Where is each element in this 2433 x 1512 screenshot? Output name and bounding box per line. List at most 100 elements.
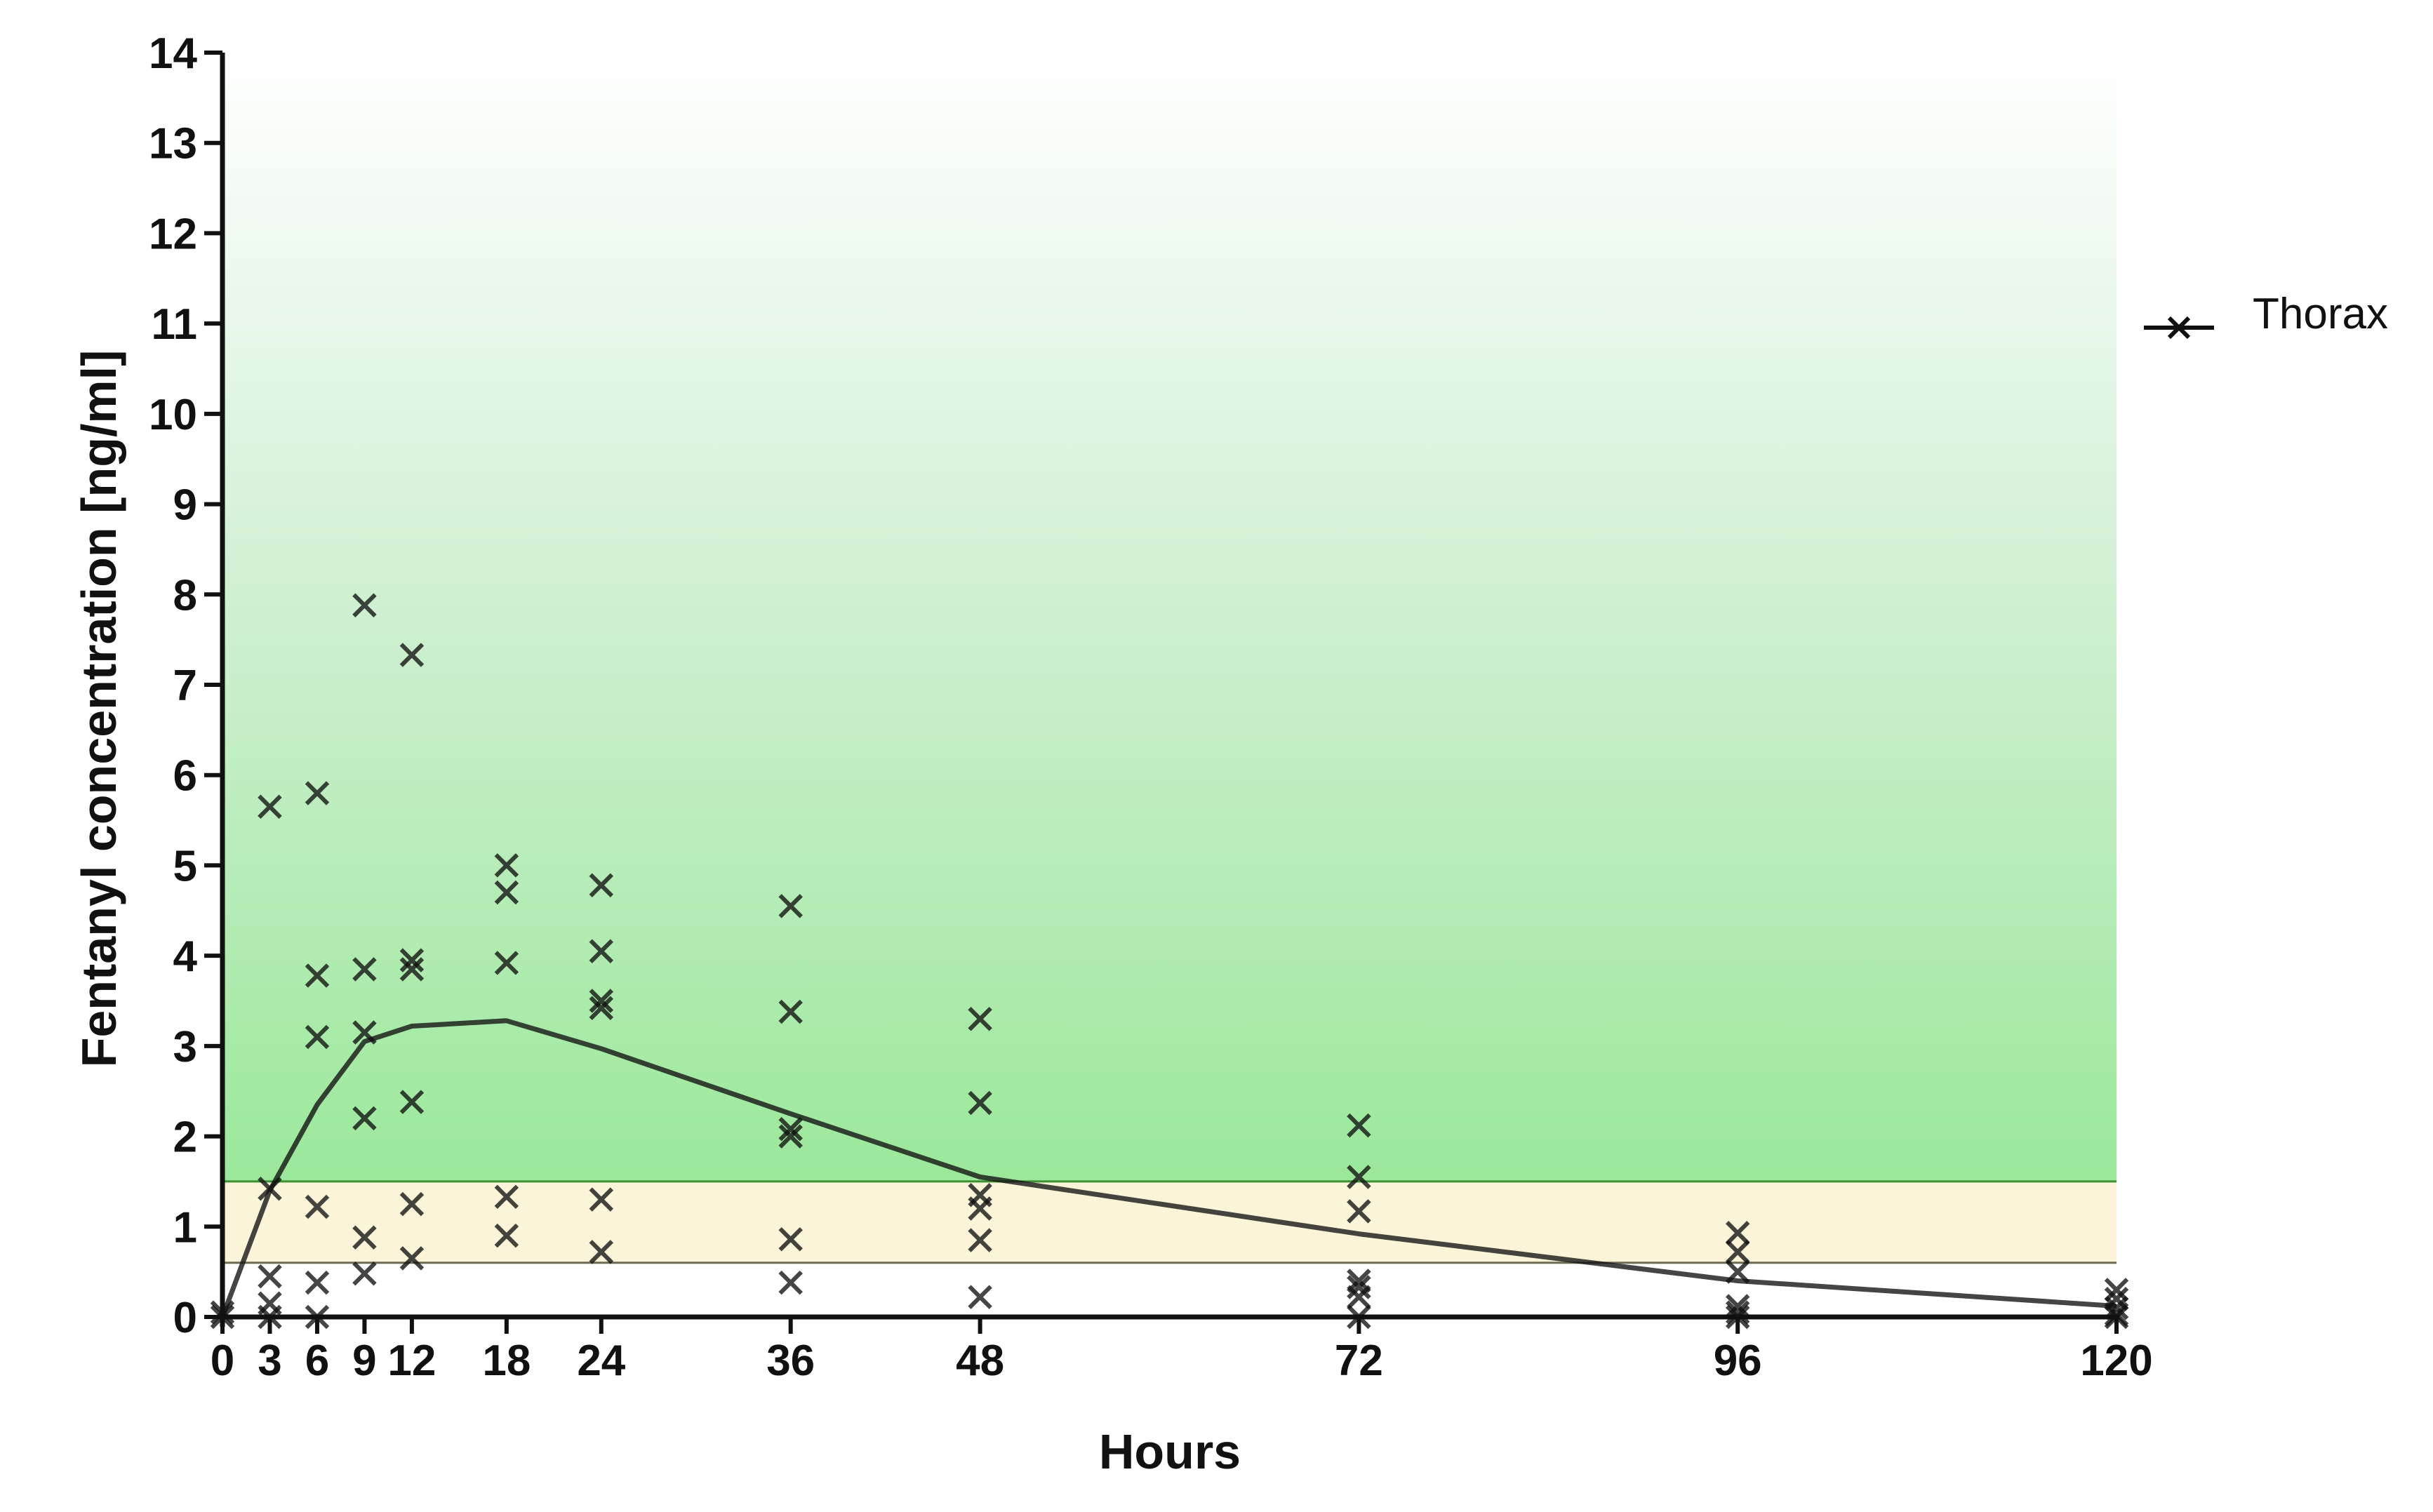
x-tick-label-18: 18 (482, 1337, 531, 1385)
data-point-0-42 (968, 1006, 992, 1031)
data-point-0-0 (210, 1300, 235, 1325)
data-point-0-7 (305, 781, 330, 805)
data-point-0-19 (399, 643, 425, 667)
data-point-0-49 (1347, 1165, 1371, 1189)
data-point-0-39 (778, 1124, 803, 1149)
data-point-0-35 (589, 1240, 614, 1264)
data-point-0-63 (2104, 1295, 2129, 1320)
x-tick-label-96: 96 (1714, 1337, 1762, 1385)
data-point-0-33 (589, 996, 614, 1021)
data-point-0-53 (1347, 1285, 1371, 1309)
data-point-0-16 (352, 1106, 377, 1131)
y-tick-label-11: 11 (151, 300, 197, 349)
x-tick-label-0: 0 (211, 1337, 234, 1385)
data-point-0-17 (352, 1225, 377, 1250)
y-tick-label-8: 8 (173, 571, 197, 620)
data-point-0-22 (399, 1090, 425, 1114)
data-point-0-40 (778, 1227, 803, 1252)
y-tick-label-5: 5 (173, 842, 197, 890)
data-point-0-6 (258, 1304, 282, 1330)
data-point-0-12 (305, 1304, 330, 1330)
data-point-0-61 (2104, 1278, 2129, 1302)
data-point-0-29 (494, 1223, 519, 1248)
x-axis-title: Hours (1099, 1424, 1241, 1479)
data-point-0-32 (589, 989, 614, 1013)
data-point-0-8 (305, 963, 330, 988)
data-point-0-59 (1725, 1300, 1750, 1325)
data-point-0-50 (1347, 1199, 1371, 1224)
data-point-0-9 (305, 1024, 330, 1050)
data-point-0-54 (1347, 1304, 1371, 1330)
x-tick-label-48: 48 (956, 1337, 1004, 1385)
data-point-0-24 (399, 1246, 425, 1271)
data-point-0-57 (1725, 1259, 1750, 1284)
y-tick-label-12: 12 (149, 210, 197, 258)
x-tick-label-9: 9 (352, 1337, 376, 1385)
data-point-0-55 (1725, 1221, 1750, 1245)
legend-label-thorax: Thorax (2253, 290, 2388, 338)
data-point-0-15 (352, 1020, 377, 1045)
data-point-0-20 (399, 948, 425, 972)
data-point-0-48 (1347, 1113, 1371, 1138)
band-0 (222, 1181, 2117, 1263)
series-lines (220, 1018, 2117, 1318)
data-point-0-4 (258, 1264, 282, 1289)
data-point-0-31 (589, 939, 614, 963)
series-points (210, 593, 2129, 1330)
y-tick-label-10: 10 (149, 391, 197, 439)
y-tick-label-13: 13 (149, 120, 197, 168)
x-tick-label-3: 3 (258, 1337, 281, 1385)
data-point-0-11 (305, 1270, 330, 1295)
data-point-0-26 (494, 880, 519, 905)
data-point-0-1 (210, 1304, 235, 1330)
y-tick-label-2: 2 (173, 1113, 197, 1162)
data-point-0-45 (968, 1196, 992, 1221)
legend: Thorax (2144, 290, 2388, 340)
x-tick-label-72: 72 (1335, 1337, 1383, 1385)
y-tick-label-6: 6 (173, 752, 197, 801)
data-point-0-56 (1725, 1240, 1750, 1264)
data-point-0-28 (494, 1184, 519, 1210)
data-point-0-46 (968, 1228, 992, 1252)
data-point-0-34 (589, 1187, 614, 1212)
data-point-0-2 (258, 794, 282, 819)
y-tick-label-14: 14 (149, 29, 197, 78)
data-point-0-65 (2104, 1304, 2129, 1330)
x-tick-label-12: 12 (387, 1337, 436, 1385)
data-point-0-25 (494, 853, 519, 878)
y-tick-label-1: 1 (173, 1203, 197, 1252)
data-point-0-37 (778, 999, 803, 1024)
band-1 (222, 53, 2117, 1182)
data-point-0-14 (352, 957, 377, 982)
series-line-0 (220, 1018, 2117, 1318)
data-point-0-43 (968, 1090, 992, 1116)
x-tick-label-24: 24 (577, 1337, 625, 1385)
data-point-0-60 (1725, 1304, 1750, 1330)
y-axis-title: Fentanyl concentration [ng/ml] (72, 350, 126, 1068)
data-point-0-21 (399, 957, 425, 982)
y-tick-label-0: 0 (173, 1294, 197, 1342)
data-point-0-27 (494, 951, 519, 975)
data-point-0-3 (258, 1176, 282, 1201)
y-tick-label-4: 4 (173, 932, 198, 981)
x-tick-label-36: 36 (766, 1337, 815, 1385)
data-point-0-13 (352, 593, 377, 617)
data-point-0-18 (352, 1261, 377, 1286)
data-point-0-47 (968, 1285, 992, 1309)
data-point-0-51 (1347, 1269, 1371, 1293)
data-point-0-10 (305, 1194, 330, 1219)
data-point-0-38 (778, 1117, 803, 1142)
y-tick-label-9: 9 (173, 481, 197, 530)
y-tick-label-3: 3 (173, 1023, 197, 1071)
data-point-0-30 (589, 873, 614, 897)
background-bands (222, 53, 2117, 1264)
data-point-0-23 (399, 1191, 425, 1217)
y-tick-label-7: 7 (173, 662, 197, 710)
legend-marker-cross-icon (2167, 316, 2191, 340)
x-tick-label-6: 6 (305, 1337, 329, 1385)
data-point-0-62 (2104, 1287, 2129, 1311)
data-point-0-41 (778, 1270, 803, 1295)
data-point-0-36 (778, 894, 803, 918)
